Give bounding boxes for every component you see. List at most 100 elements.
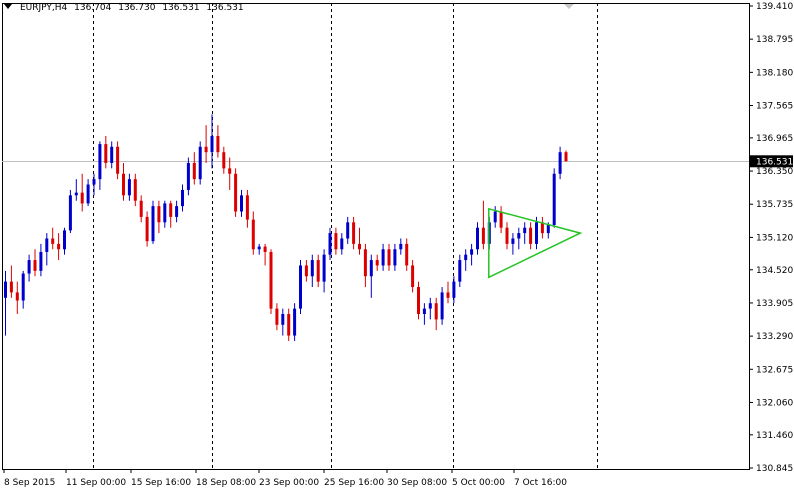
candle-body (523, 227, 527, 234)
candle-body (204, 146, 208, 153)
y-axis-label: 133.290 (756, 332, 793, 342)
candle-body (481, 227, 485, 244)
candle-body (334, 233, 338, 250)
x-axis-label: 15 Sep 16:00 (131, 478, 191, 488)
candle-body (358, 243, 361, 250)
candle-body (340, 238, 344, 250)
candle-body (127, 179, 131, 196)
x-axis-label: 5 Oct 00:00 (452, 478, 505, 488)
candle-body (169, 203, 173, 217)
candle-body (80, 192, 84, 204)
candle-body (222, 152, 226, 169)
candle-body (216, 135, 220, 153)
y-axis-label: 138.180 (756, 68, 793, 78)
candle-body (192, 162, 196, 180)
candle-body (287, 314, 291, 336)
candle-body (175, 206, 179, 217)
candle-body (181, 189, 184, 207)
x-axis-label: 23 Sep 00:00 (259, 478, 319, 488)
candle-body (399, 243, 403, 250)
candle-body (346, 222, 350, 239)
candle-body (68, 195, 72, 231)
candle-body (4, 281, 7, 298)
x-axis-label: 11 Sep 00:00 (66, 478, 126, 488)
candle-body (15, 292, 19, 301)
candle-body (375, 260, 379, 266)
candle-body (245, 195, 249, 220)
candle-body (428, 303, 432, 309)
candle-body (452, 281, 456, 298)
chevron-down-icon[interactable] (4, 4, 12, 9)
candle-body (186, 162, 190, 190)
candle-body (145, 216, 149, 242)
candle-body (27, 260, 31, 274)
candle-body (304, 265, 308, 277)
candle-body (234, 173, 238, 212)
symbol-timeframe: EURJPY,H4 (20, 3, 68, 13)
candle-body (157, 206, 161, 223)
candle-body (369, 260, 373, 277)
candle-body (440, 292, 444, 320)
candle-body (411, 265, 415, 288)
candle-body (110, 146, 114, 163)
x-axis-label: 18 Sep 08:00 (196, 478, 256, 488)
candle-body (263, 246, 267, 252)
candles-group (4, 114, 568, 341)
candle-body (540, 222, 544, 234)
y-axis-label: 134.520 (756, 266, 793, 276)
ohlc-close: 136.531 (206, 3, 244, 13)
candle-body (139, 200, 143, 217)
candle-body (476, 227, 479, 250)
candle-body (405, 243, 409, 266)
candle-body (257, 246, 261, 250)
candle-body (228, 168, 232, 174)
candle-body (393, 249, 397, 266)
candle-body (352, 222, 356, 244)
candle-body (33, 260, 37, 271)
y-axis-label: 136.350 (756, 167, 793, 177)
candle-body (381, 249, 385, 266)
candle-body (446, 292, 450, 298)
plot-frame (2, 3, 750, 470)
y-axis-label: 133.905 (756, 299, 793, 309)
candle-body (92, 179, 96, 185)
candle-body (499, 211, 503, 228)
candle-body (546, 224, 550, 234)
y-axis-label: 138.795 (756, 35, 793, 45)
candle-body (9, 281, 13, 293)
candle-body (98, 144, 102, 180)
candle-body (511, 238, 515, 244)
triangle-pattern (488, 207, 583, 279)
current-price-tag (750, 155, 793, 168)
candle-body (240, 195, 243, 212)
candle-body (163, 203, 167, 223)
candle-body (363, 249, 367, 277)
y-axis-label: 137.565 (756, 102, 793, 112)
candle-body (133, 179, 137, 201)
candle-body (74, 192, 78, 196)
candle-body (45, 238, 49, 252)
candle-body (464, 254, 468, 261)
candle-body (122, 173, 125, 196)
candle-body (198, 146, 202, 180)
candle-body (39, 251, 43, 271)
candle-body (564, 152, 568, 162)
candle-body (275, 308, 279, 325)
y-axis-label: 132.675 (756, 365, 793, 375)
x-axis-label: 30 Sep 08:00 (387, 478, 447, 488)
ohlc-open: 136.704 (74, 3, 112, 13)
y-axis-label: 136.965 (756, 134, 793, 144)
candle-body (310, 260, 314, 277)
y-axis-label: 131.460 (756, 431, 793, 441)
candle-body (493, 211, 497, 223)
candle-body (552, 173, 556, 225)
x-axis-label: 7 Oct 16:00 (514, 478, 567, 488)
candle-body (434, 303, 438, 320)
candle-body (104, 144, 108, 163)
candle-body (299, 265, 302, 309)
candle-body (322, 254, 326, 282)
candle-body (63, 230, 66, 250)
x-axis-label: 25 Sep 16:00 (324, 478, 384, 488)
